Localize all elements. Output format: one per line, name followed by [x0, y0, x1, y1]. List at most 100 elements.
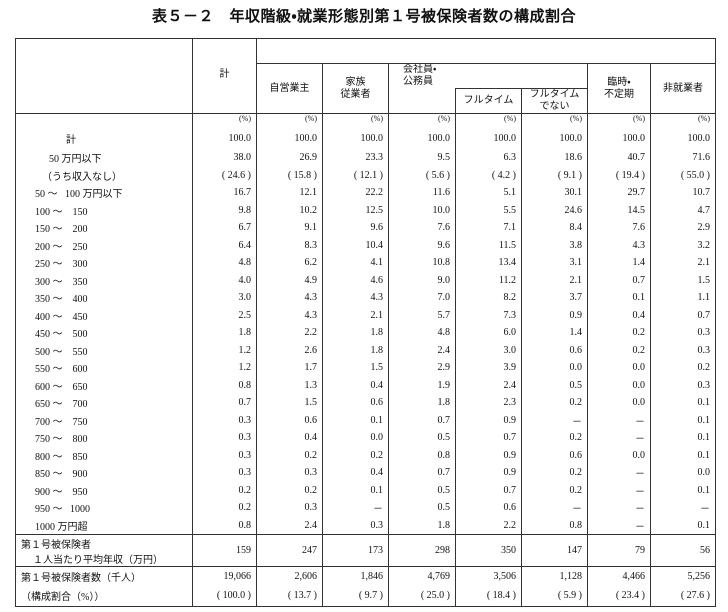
cell-value: 9.5	[388, 149, 456, 167]
data-row: 250 ～ 300 4.8 6.2 4.1 10.8 13.4 3.1 1.4 2.1	[15, 254, 717, 272]
cell-value: 0.0	[587, 394, 651, 412]
cell-value: ( 25.0 )	[388, 585, 456, 607]
cell-value: 1.8	[322, 341, 389, 359]
cell-value: 0.5	[388, 499, 456, 517]
cell-value: ( 5.6 )	[388, 166, 456, 184]
cell-value: 0.5	[388, 481, 456, 499]
cell-value: －	[587, 411, 651, 429]
cell-value: 1.8	[388, 394, 456, 412]
cell-value: 2.9	[388, 359, 456, 377]
cell-value: －	[587, 516, 651, 535]
cell-value: 0.6	[521, 341, 588, 359]
cell-value: 9.0	[388, 271, 456, 289]
data-row: 600 ～ 650 0.8 1.3 0.4 1.9 2.4 0.5 0.0 0.3	[15, 376, 717, 394]
cell-value: 0.9	[455, 411, 522, 429]
cell-value: 0.1	[649, 411, 717, 429]
cell-value: 5.7	[388, 306, 456, 324]
cell-value: 9.1	[256, 219, 323, 237]
header-cell: 臨時・ 不定期	[587, 63, 651, 114]
cell-value: 100.0	[388, 127, 456, 149]
cell-value: 0.6	[521, 446, 588, 464]
cell-value: 2.3	[455, 394, 522, 412]
cell-value: ( 23.4 )	[587, 585, 651, 607]
row-label: 500 ～ 550	[15, 341, 193, 359]
cell-value: ( 24.6 )	[192, 166, 257, 184]
header-cell: 非就業者	[649, 63, 717, 114]
cell-value: 2.1	[322, 306, 389, 324]
cell-value: 100.0	[322, 127, 389, 149]
cell-value: 5.5	[455, 201, 522, 219]
cell-value: 4.3	[256, 289, 323, 307]
cell-value: 1.5	[649, 271, 717, 289]
cell-value: 0.3	[192, 446, 257, 464]
cell-value: ( 4.2 )	[455, 166, 522, 184]
data-row: 1000 万円超 0.8 2.4 0.3 1.8 2.2 0.8 － 0.1	[15, 516, 717, 535]
cell-value: 10.2	[256, 201, 323, 219]
cell-value: 1.2	[192, 359, 257, 377]
unit-label: (%)	[388, 113, 456, 127]
table-body: (%) (%) (%) (%) (%) (%) (%) (%) 計 100.0 100.0 100.0…	[15, 113, 717, 607]
unit-row: (%) (%) (%) (%) (%) (%) (%) (%)	[15, 113, 717, 127]
cell-value: 26.9	[256, 149, 323, 167]
cell-value: 0.2	[587, 324, 651, 342]
cell-value: 159	[192, 534, 257, 567]
cell-value: 1.4	[587, 254, 651, 272]
cell-value: 4.9	[256, 271, 323, 289]
data-row: 350 ～ 400 3.0 4.3 4.3 7.0 8.2 3.7 0.1 1.1	[15, 289, 717, 307]
data-row: 700 ～ 750 0.3 0.6 0.1 0.7 0.9 －－ 0.1	[15, 411, 717, 429]
row-label: 150 ～ 200	[15, 219, 193, 237]
cell-value: 79	[587, 534, 651, 567]
table-head: 計 自営業主 家族 従業者 会社員・ 公務員 臨時・ 不定期 非就業者 フルタイ…	[15, 38, 717, 114]
row-label: 50 ～ 100 万円以下	[15, 184, 193, 202]
cell-value: 0.3	[649, 376, 717, 394]
cell-value: 0.3	[192, 411, 257, 429]
data-row: （うち収入なし）( 24.6 )( 15.8 )( 12.1 )( 5.6 )(…	[15, 166, 717, 184]
header-cell	[255, 38, 717, 64]
cell-value: －	[587, 481, 651, 499]
cell-value: 0.0	[587, 446, 651, 464]
cell-value: 3.2	[649, 236, 717, 254]
cell-value: 30.1	[521, 184, 588, 202]
row-label-line: 第１号被保険者	[21, 539, 91, 551]
cell-value: 4.6	[322, 271, 389, 289]
cell-value: 4.3	[587, 236, 651, 254]
cell-value: 1.3	[256, 376, 323, 394]
cell-value: 1.8	[322, 324, 389, 342]
cell-value: 38.0	[192, 149, 257, 167]
cell-value: 0.2	[587, 341, 651, 359]
row-label: （うち収入なし）	[15, 166, 193, 184]
cell-value: 11.2	[455, 271, 522, 289]
unit-label: (%)	[587, 113, 651, 127]
row-label: 計	[15, 127, 193, 149]
cell-value: 4.3	[256, 306, 323, 324]
header-cell: 家族 従業者	[322, 63, 389, 114]
cell-value: 3.7	[521, 289, 588, 307]
cell-value: 1,846	[322, 566, 389, 585]
unit-label: (%)	[521, 113, 588, 127]
row-label: 600 ～ 650	[15, 376, 193, 394]
row-label: 700 ～ 750	[15, 411, 193, 429]
cell-value: 0.2	[521, 481, 588, 499]
cell-value: 14.5	[587, 201, 651, 219]
header-cell	[388, 88, 456, 114]
data-row: 550 ～ 600 1.2 1.7 1.5 2.9 3.9 0.0 0.0 0.2	[15, 359, 717, 377]
cell-value: 1.4	[521, 324, 588, 342]
cell-value: 0.2	[521, 394, 588, 412]
data-row: 計 100.0 100.0 100.0 100.0 100.0 100.0 100.0 100.…	[15, 127, 717, 149]
cell-value: 0.0	[587, 359, 651, 377]
cell-value: 6.2	[256, 254, 323, 272]
cell-value: 0.2	[521, 429, 588, 447]
cell-value: ( 27.6 )	[649, 585, 717, 607]
data-row: 300 ～ 350 4.0 4.9 4.6 9.0 11.2 2.1 0.7 1.5	[15, 271, 717, 289]
cell-value: 100.0	[649, 127, 717, 149]
cell-value: 12.5	[322, 201, 389, 219]
cell-value: 0.4	[322, 464, 389, 482]
cell-value: 100.0	[521, 127, 588, 149]
cell-value: 4,466	[587, 566, 651, 585]
cell-value: 10.0	[388, 201, 456, 219]
summary-row: 第１号被保険者 １人当たり平均年収（万円） 159 247 173 298 350 147 79…	[15, 534, 717, 567]
cell-value: 0.0	[587, 376, 651, 394]
data-row: 500 ～ 550 1.2 2.6 1.8 2.4 3.0 0.6 0.2 0.3	[15, 341, 717, 359]
row-label: 900 ～ 950	[15, 481, 193, 499]
